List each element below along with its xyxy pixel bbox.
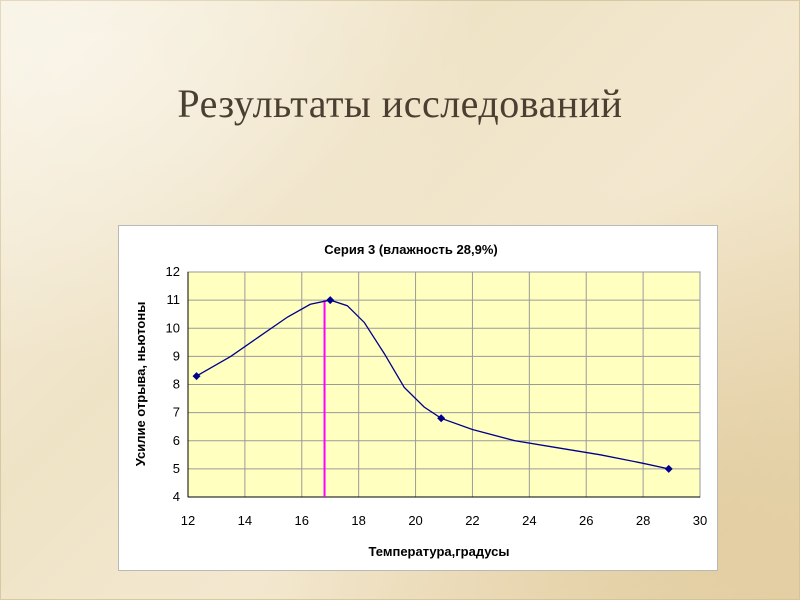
slide-title: Результаты исследований <box>177 81 623 126</box>
x-tick-label: 30 <box>693 513 707 528</box>
y-axis-label: Усилие отрыва, ньютоны <box>133 302 148 467</box>
x-axis-label: Температура,градусы <box>369 544 510 559</box>
x-tick-label: 20 <box>408 513 422 528</box>
x-tick-label: 22 <box>465 513 479 528</box>
x-tick-label: 28 <box>636 513 650 528</box>
y-tick-label: 7 <box>173 405 180 420</box>
x-tick-label: 14 <box>238 513 252 528</box>
data-point-marker <box>326 296 335 305</box>
y-tick-label: 12 <box>166 264 180 279</box>
data-point-marker <box>664 464 673 473</box>
data-point-marker <box>437 414 446 423</box>
y-tick-label: 8 <box>173 377 180 392</box>
y-tick-label: 11 <box>167 292 181 307</box>
y-tick-label: 9 <box>173 348 180 363</box>
chart-svg: Серия 3 (влажность 28,9%) 4 5 6 7 8 9 10 11 12 12… <box>133 242 708 559</box>
y-tick-label: 4 <box>173 489 180 504</box>
chart-container: Серия 3 (влажность 28,9%) 4 5 6 7 8 9 10 11 12 12… <box>118 225 718 571</box>
x-tick-label: 26 <box>579 513 593 528</box>
x-tick-label: 12 <box>181 513 195 528</box>
x-tick-label: 24 <box>522 513 536 528</box>
data-point-marker <box>192 372 201 381</box>
x-tick-label: 18 <box>351 513 365 528</box>
x-tick-label: 16 <box>295 513 309 528</box>
plot-area: 4 5 6 7 8 9 10 11 12 12 14 16 18 20 22 24 26 28 30 <box>166 264 708 528</box>
y-tick-label: 5 <box>173 461 180 476</box>
y-tick-label: 10 <box>166 320 180 335</box>
chart-title: Серия 3 (влажность 28,9%) <box>324 242 497 257</box>
series-line <box>196 299 669 470</box>
y-tick-label: 6 <box>173 433 180 448</box>
